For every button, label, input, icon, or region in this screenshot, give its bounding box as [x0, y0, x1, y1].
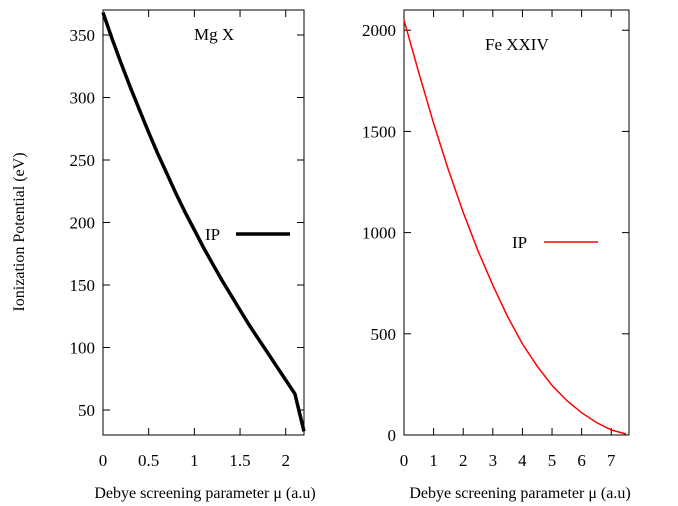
- y-axis-label: Ionization Potential (eV): [11, 152, 28, 311]
- y-tick-label-mg-x: 50: [78, 401, 95, 420]
- panel-fe-xxiv: 0 1 2 3 4 5 6 7 0 500 1000 1500 2000 Fe XXIV IP Deb…: [362, 9, 631, 502]
- x-tick-label-mg-x: 0.5: [138, 451, 159, 470]
- x-tick-label-fe-xxiv: 4: [518, 451, 527, 470]
- x-tick-label-mg-x: 2: [281, 451, 290, 470]
- y-tick-label-fe-xxiv: 1000: [362, 224, 396, 243]
- x-tick-label-mg-x: 1.5: [229, 451, 250, 470]
- y-tick-label-fe-xxiv: 2000: [362, 21, 396, 40]
- x-ticks-fe-xxiv: 0 1 2 3 4 5 6 7: [400, 10, 616, 470]
- plot-frame-fe-xxiv: [403, 9, 630, 436]
- x-tick-label-fe-xxiv: 3: [489, 451, 498, 470]
- legend-label-mg-x: IP: [205, 225, 220, 244]
- x-axis-label-fe-xxiv: Debye screening parameter μ (a.u): [409, 485, 630, 502]
- y-ticks-fe-xxiv: 0 500 1000 1500 2000: [362, 21, 629, 445]
- x-tick-label-mg-x: 0: [99, 451, 108, 470]
- x-tick-label-fe-xxiv: 5: [548, 451, 557, 470]
- annotation-fe-xxiv: Fe XXIV: [485, 35, 549, 54]
- legend-label-fe-xxiv: IP: [512, 233, 527, 252]
- y-tick-label-mg-x: 250: [70, 151, 96, 170]
- y-tick-label-fe-xxiv: 500: [371, 325, 397, 344]
- x-tick-label-fe-xxiv: 2: [459, 451, 468, 470]
- y-tick-label-fe-xxiv: 0: [388, 426, 397, 445]
- x-tick-label-fe-xxiv: 6: [577, 451, 586, 470]
- y-tick-label-mg-x: 350: [70, 26, 96, 45]
- y-tick-label-mg-x: 200: [70, 214, 96, 233]
- y-tick-label-fe-xxiv: 1500: [362, 122, 396, 141]
- x-ticks-mg-x: 0 0.5 1 1.5 2: [99, 10, 290, 470]
- x-tick-label-mg-x: 1: [190, 451, 199, 470]
- x-tick-label-fe-xxiv: 7: [607, 451, 616, 470]
- annotation-mg-x: Mg X: [194, 25, 234, 44]
- y-tick-label-mg-x: 100: [70, 339, 96, 358]
- y-tick-label-mg-x: 300: [70, 89, 96, 108]
- series-line-mg-x: [101, 11, 306, 432]
- x-tick-label-fe-xxiv: 0: [400, 451, 409, 470]
- panel-mg-x: 0 0.5 1 1.5 2 50 100 150 200 250 300 350 Mg X IP D…: [70, 9, 316, 502]
- series-line-fe-xxiv: [403, 19, 627, 435]
- y-tick-label-mg-x: 150: [70, 276, 96, 295]
- plot-frame-mg-x: [102, 9, 305, 436]
- y-ticks-mg-x: 50 100 150 200 250 300 350: [70, 26, 304, 420]
- x-tick-label-fe-xxiv: 1: [429, 451, 438, 470]
- x-axis-label-mg-x: Debye screening parameter μ (a.u): [94, 485, 315, 502]
